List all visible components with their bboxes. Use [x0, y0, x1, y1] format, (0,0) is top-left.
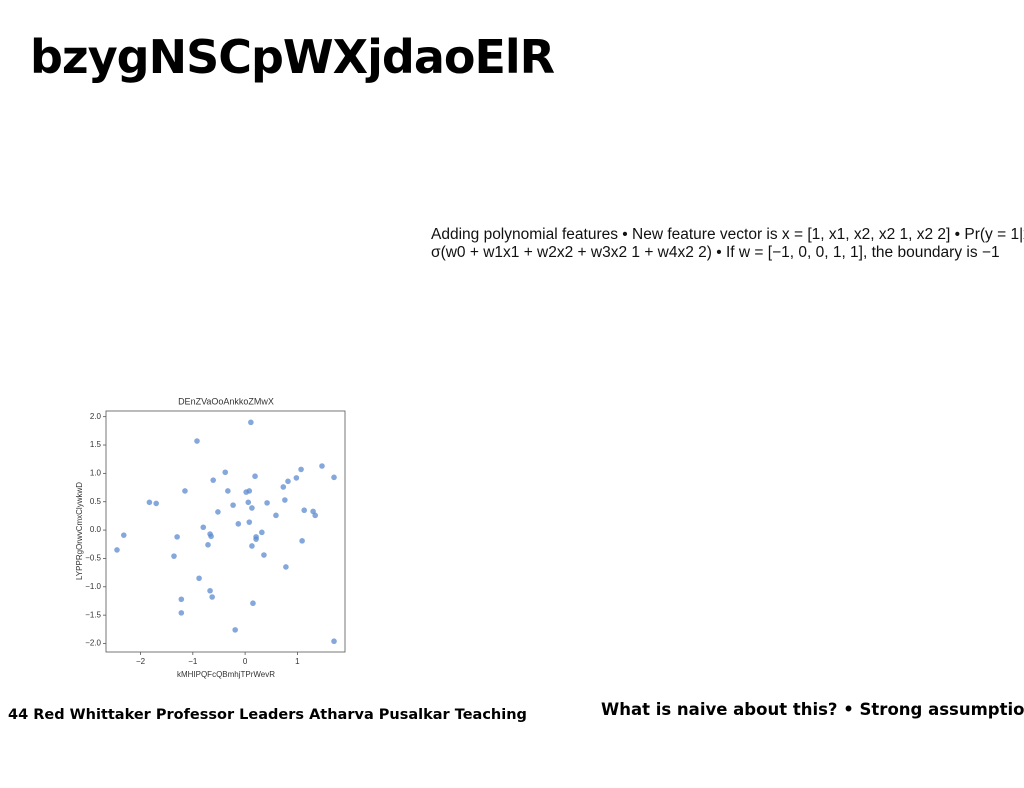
- point: [230, 502, 236, 508]
- point: [235, 521, 242, 527]
- x-tick-label: −1: [188, 657, 198, 666]
- point: [196, 575, 202, 582]
- y-tick-label: 0.5: [90, 497, 102, 506]
- point: [285, 478, 291, 485]
- point: [252, 473, 258, 480]
- point: [182, 488, 188, 494]
- point: [208, 533, 214, 540]
- point: [146, 499, 153, 506]
- y-tick-label: −2.0: [85, 639, 101, 648]
- point: [293, 475, 300, 481]
- point: [246, 488, 253, 494]
- chart-title: DEnZVaOoAnkkoZMwX: [178, 396, 274, 406]
- point: [178, 596, 185, 603]
- point: [261, 552, 267, 558]
- point: [331, 638, 337, 645]
- point: [299, 538, 305, 544]
- point: [207, 587, 213, 594]
- x-axis-label: kMHIPQFcQBmhjTPrWevR: [177, 670, 275, 679]
- point: [250, 600, 256, 607]
- point: [194, 438, 200, 444]
- point: [120, 532, 127, 538]
- point: [174, 534, 180, 540]
- point: [153, 500, 160, 507]
- footer-right: What is naive about this? • Strong assum…: [601, 700, 1024, 719]
- point: [253, 536, 259, 542]
- point: [171, 553, 177, 559]
- y-tick-label: 0.0: [90, 525, 102, 534]
- point: [222, 469, 229, 476]
- point: [259, 529, 265, 536]
- point: [312, 512, 318, 519]
- point: [301, 507, 308, 514]
- point: [319, 463, 325, 469]
- point: [210, 477, 217, 483]
- x-tick-label: 1: [295, 657, 300, 666]
- point: [200, 524, 207, 531]
- point: [283, 564, 289, 570]
- point: [215, 509, 221, 515]
- point: [331, 474, 337, 481]
- y-tick-label: −1.0: [85, 582, 101, 591]
- point: [298, 466, 304, 473]
- y-tick-label: −0.5: [85, 554, 101, 563]
- point: [225, 488, 231, 494]
- point: [232, 627, 238, 633]
- x-tick-label: −2: [136, 657, 146, 666]
- point: [178, 610, 185, 616]
- point: [114, 547, 120, 553]
- y-tick-label: −1.5: [85, 610, 101, 619]
- y-axis-label: LYPPRgOrwvCmxClywkwD: [75, 482, 84, 580]
- y-tick-label: 1.0: [90, 468, 102, 477]
- footer-left: 44 Red Whittaker Professor Leaders Athar…: [8, 707, 527, 723]
- y-tick-label: 1.5: [90, 440, 102, 449]
- point: [209, 594, 215, 600]
- point: [245, 499, 252, 506]
- point: [264, 500, 270, 506]
- point: [246, 519, 253, 525]
- x-tick-label: 0: [243, 657, 248, 666]
- point: [273, 512, 279, 519]
- slide-title: bzygNSCpWXjdaoElR: [30, 30, 555, 84]
- y-tick-label: 2.0: [90, 412, 102, 421]
- body-text: Adding polynomial features • New feature…: [431, 226, 1024, 261]
- point: [280, 484, 287, 490]
- point: [249, 505, 255, 511]
- point: [249, 543, 255, 549]
- point: [282, 497, 288, 503]
- point: [205, 542, 211, 548]
- plot-frame: [105, 410, 346, 653]
- point: [248, 419, 254, 426]
